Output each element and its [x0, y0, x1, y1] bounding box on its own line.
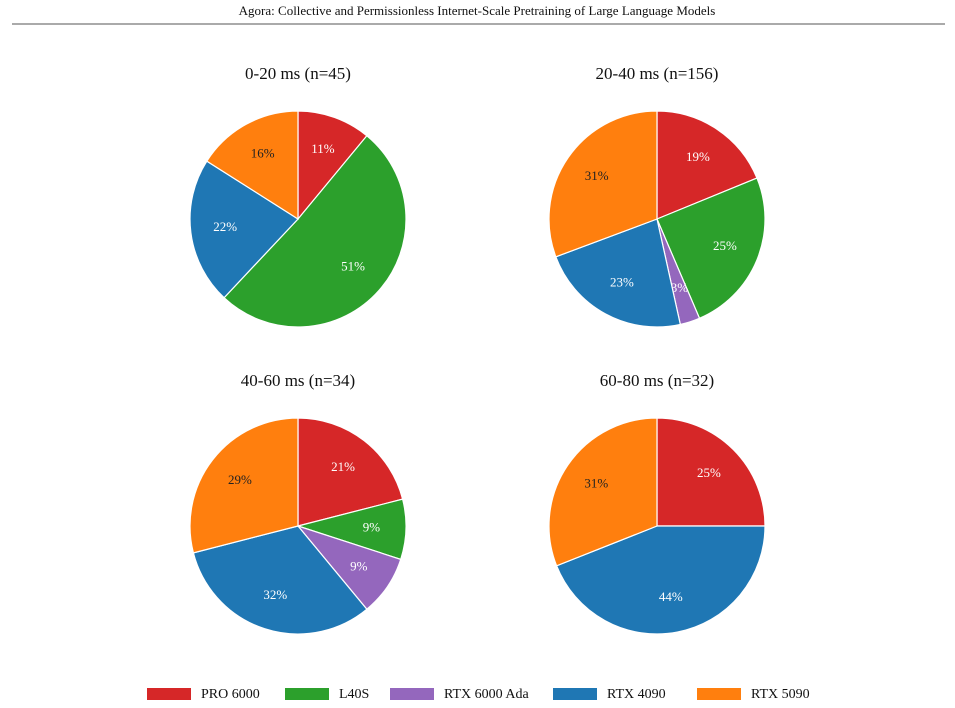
pie-slice	[656, 110, 758, 220]
legend-label: RTX 6000 Ada	[444, 687, 529, 702]
slice-label: 19%	[686, 149, 710, 164]
legend-swatch	[147, 688, 191, 700]
slice-label: 21%	[331, 459, 355, 474]
pie-slice	[297, 110, 368, 221]
pie-slice	[192, 525, 368, 635]
pie-title: 0-20 ms (n=45)	[245, 64, 351, 83]
slice-label: 31%	[584, 476, 608, 491]
pie-slice	[189, 417, 299, 554]
slice-label: 16%	[251, 146, 275, 161]
legend-label: RTX 4090	[607, 687, 666, 702]
pie-slice	[555, 525, 766, 635]
pie-slice	[548, 417, 658, 567]
pie-slice	[297, 417, 404, 527]
pie-slice	[555, 218, 682, 328]
slice-label: 3%	[671, 280, 689, 295]
pie-slice	[189, 160, 299, 299]
slice-label: 44%	[659, 589, 683, 604]
legend-swatch	[285, 688, 329, 700]
slice-label: 9%	[350, 558, 368, 573]
pie-slice	[656, 417, 766, 527]
slice-label: 11%	[311, 141, 335, 156]
slice-label: 25%	[697, 465, 721, 480]
pie-title: 60-80 ms (n=32)	[600, 371, 714, 390]
slice-label: 51%	[341, 259, 365, 274]
slice-label: 32%	[263, 587, 287, 602]
slice-label: 31%	[585, 168, 609, 183]
legend-label: RTX 5090	[751, 687, 810, 702]
slice-label: 22%	[213, 219, 237, 234]
pie-slice	[656, 177, 766, 320]
legend-swatch	[553, 688, 597, 700]
pie-slice	[223, 134, 407, 328]
pie-slice	[205, 110, 299, 221]
pie-title: 20-40 ms (n=156)	[596, 64, 719, 83]
legend-swatch	[697, 688, 741, 700]
slice-label: 23%	[610, 275, 634, 290]
legend-label: PRO 6000	[201, 687, 260, 702]
running-header: Agora: Collective and Permissionless Int…	[239, 3, 716, 18]
pie-title: 40-60 ms (n=34)	[241, 371, 355, 390]
slice-label: 9%	[363, 519, 381, 534]
slice-label: 29%	[228, 472, 252, 487]
pie-slice	[548, 110, 658, 258]
legend-label: L40S	[339, 687, 369, 702]
legend-swatch	[390, 688, 434, 700]
slice-label: 25%	[713, 238, 737, 253]
